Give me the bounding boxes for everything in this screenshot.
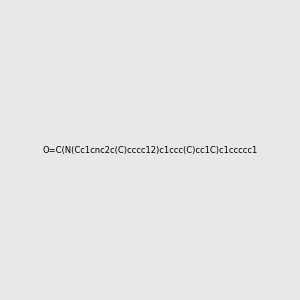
Text: O=C(N(Cc1cnc2c(C)cccc12)c1ccc(C)cc1C)c1ccccc1: O=C(N(Cc1cnc2c(C)cccc12)c1ccc(C)cc1C)c1c… [42, 146, 258, 154]
